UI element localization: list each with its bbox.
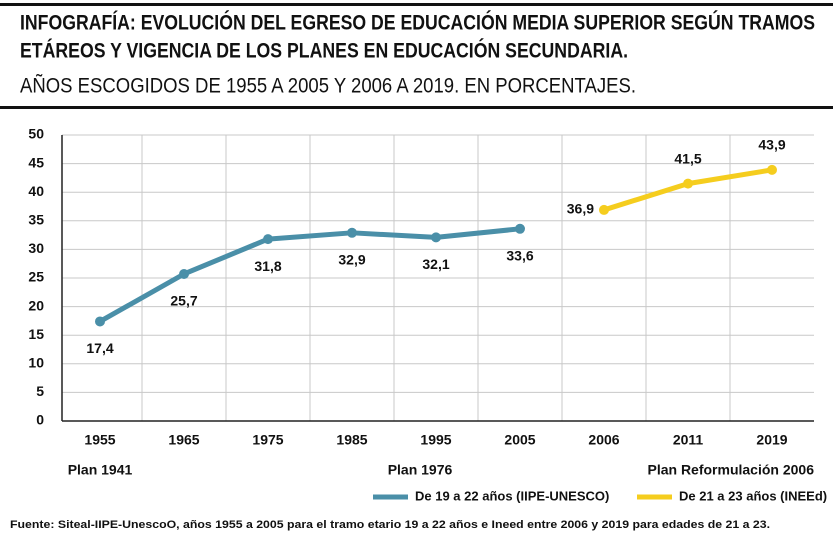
data-point	[179, 268, 189, 279]
chart-title: ETÁREOS Y VIGENCIA DE LOS PLANES EN EDUC…	[20, 39, 628, 63]
y-tick-label: 20	[28, 297, 44, 313]
y-tick-label: 5	[36, 383, 44, 399]
data-point	[515, 223, 525, 234]
y-tick-label: 45	[28, 154, 44, 170]
annotation: Plan 1976	[388, 462, 453, 478]
y-tick-label: 15	[28, 326, 44, 342]
data-label: 41,5	[674, 150, 701, 166]
data-label: 32,1	[422, 256, 449, 272]
data-point	[347, 227, 357, 238]
data-label: 25,7	[170, 293, 197, 309]
x-tick-label: 1955	[84, 432, 115, 448]
data-point	[431, 232, 441, 243]
x-tick-label: 2019	[756, 432, 787, 448]
x-tick-label: 2011	[673, 432, 704, 448]
data-label: 17,4	[86, 340, 113, 356]
chart-title: INFOGRAFÍA: EVOLUCIÓN DEL EGRESO DE EDUC…	[20, 11, 815, 35]
data-label: 36,9	[567, 201, 594, 217]
y-tick-label: 35	[28, 212, 44, 228]
x-tick-label: 2005	[504, 432, 535, 448]
x-tick-label: 1985	[336, 432, 367, 448]
data-label: 32,9	[338, 252, 365, 268]
data-point	[599, 204, 609, 215]
y-tick-label: 50	[28, 126, 44, 142]
annotation: Plan 1941	[68, 462, 133, 478]
data-label: 31,8	[254, 258, 281, 274]
x-tick-label: 1995	[420, 432, 451, 448]
data-point	[95, 316, 105, 327]
y-tick-label: 40	[28, 183, 44, 199]
top-rule	[0, 3, 833, 6]
series-line	[98, 226, 521, 324]
source: Fuente: Siteal-IIPE-UnescoO, años 1955 a…	[10, 519, 770, 531]
y-tick-label: 10	[28, 355, 44, 371]
y-tick-label: 25	[28, 269, 44, 285]
x-tick-label: 2006	[588, 432, 619, 448]
data-point	[683, 178, 693, 189]
legend-label: De 19 a 22 años (IIPE-UNESCO)	[415, 488, 609, 503]
title-rule	[0, 106, 833, 109]
annotation: Plan Reformulación 2006	[647, 462, 814, 478]
y-tick-label: 30	[28, 240, 44, 256]
legend-label: De 21 a 23 años (INEEd)	[679, 488, 827, 503]
chart-subtitle: AÑOS ESCOGIDOS DE 1955 A 2005 Y 2006 A 2…	[20, 74, 636, 98]
x-tick-label: 1965	[168, 432, 199, 448]
data-label: 33,6	[506, 248, 533, 264]
y-tick-label: 0	[36, 412, 44, 428]
data-point	[767, 164, 777, 175]
data-label: 43,9	[758, 137, 785, 153]
x-tick-label: 1975	[252, 432, 283, 448]
data-point	[263, 234, 273, 245]
